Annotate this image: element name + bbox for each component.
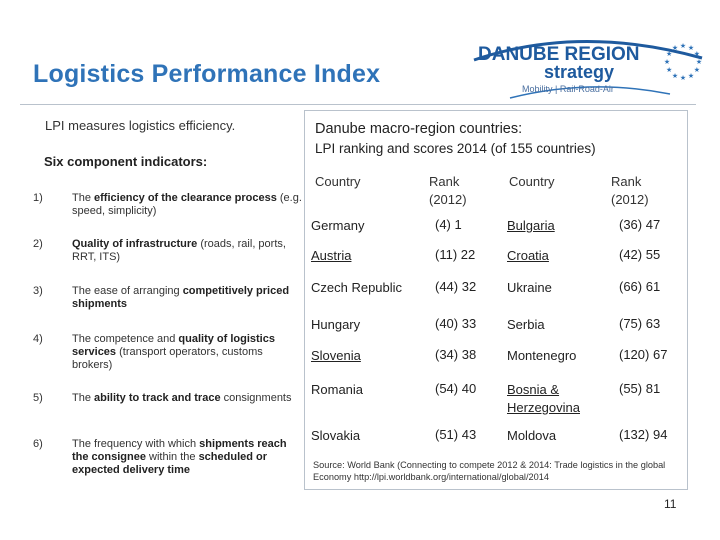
indicator-text: The frequency with which shipments reach… bbox=[72, 438, 287, 476]
eu-star-icon: ★ bbox=[666, 50, 672, 58]
country-cell-left: Czech Republic bbox=[311, 280, 403, 295]
eu-star-icon: ★ bbox=[694, 50, 700, 58]
header-country-right: Country bbox=[509, 174, 555, 189]
indicator-number: 6) bbox=[33, 438, 43, 450]
source-note: Source: World Bank (Connecting to compet… bbox=[313, 460, 666, 482]
eu-star-icon: ★ bbox=[672, 72, 678, 80]
indicator-text: Quality of infrastructure (roads, rail, … bbox=[72, 238, 286, 263]
country-cell-left: Germany bbox=[311, 218, 365, 233]
eu-star-icon: ★ bbox=[694, 66, 700, 74]
country-cell-right: Montenegro bbox=[507, 348, 577, 363]
country-cell-left: Slovakia bbox=[311, 428, 361, 443]
eu-star-icon: ★ bbox=[688, 44, 694, 52]
header-country-left: Country bbox=[315, 174, 361, 189]
indicator-number: 3) bbox=[33, 285, 43, 297]
indicator-text: The ability to track and trace consignme… bbox=[72, 392, 292, 404]
indicator-text: The ease of arranging competitively pric… bbox=[72, 285, 290, 310]
indicator-text: The competence and quality of logistics … bbox=[72, 333, 275, 371]
indicator-number: 4) bbox=[33, 333, 43, 345]
indicator-panel: LPI measures logistics efficiency. Six c… bbox=[30, 112, 302, 169]
logo-line-2: strategy bbox=[544, 62, 615, 82]
rank-cell-right: (42) 55 bbox=[619, 247, 661, 262]
indicator-number: 2) bbox=[33, 238, 43, 250]
rank-cell-right: (36) 47 bbox=[619, 217, 661, 232]
country-cell-left: Hungary bbox=[311, 317, 361, 332]
lpi-intro: LPI measures logistics efficiency. bbox=[45, 118, 236, 133]
country-cell-right: Serbia bbox=[507, 317, 545, 332]
rank-cell-right: (75) 63 bbox=[619, 316, 661, 331]
eu-stars-icon: ★★★★★★★★★ ★ ★★ bbox=[664, 42, 702, 82]
danube-region-logo: DANUBE REGION strategy Mobility | Rail-R… bbox=[470, 38, 710, 100]
country-cell-left: Romania bbox=[311, 382, 364, 397]
rank-cell-left: (34) 38 bbox=[435, 347, 477, 362]
country-cell-right: Moldova bbox=[507, 428, 557, 443]
country-cell-left[interactable]: Slovenia bbox=[311, 348, 361, 363]
rank-cell-left: (44) 32 bbox=[435, 279, 477, 294]
slide-title: Logistics Performance Index bbox=[33, 60, 381, 88]
table-title: Danube macro-region countries: bbox=[315, 121, 523, 137]
country-cell-right: Ukraine bbox=[507, 280, 552, 295]
page-number: 11 bbox=[664, 497, 677, 511]
table-subtitle: LPI ranking and scores 2014 (of 155 coun… bbox=[315, 141, 596, 156]
rank-cell-left: (51) 43 bbox=[435, 427, 477, 442]
eu-star-icon: ★ bbox=[664, 58, 670, 66]
ranking-table-box: Danube macro-region countries: LPI ranki… bbox=[304, 110, 688, 490]
rank-cell-right: (120) 67 bbox=[619, 347, 668, 362]
header-rank-left: Rank (2012) bbox=[429, 174, 467, 207]
indicator-number: 5) bbox=[33, 392, 43, 404]
eu-star-icon: ★ bbox=[680, 74, 686, 82]
rank-cell-right: (55) 81 bbox=[619, 381, 661, 396]
header-rank-right: Rank (2012) bbox=[611, 174, 649, 207]
eu-star-icon: ★ bbox=[696, 58, 702, 66]
rank-cell-left: (4) 1 bbox=[435, 217, 462, 232]
country-cell-left[interactable]: Austria bbox=[311, 248, 352, 263]
eu-star-icon: ★ bbox=[680, 42, 686, 50]
country-cell-right[interactable]: Bosnia & Herzegovina bbox=[507, 382, 580, 415]
logo-line-3: Mobility | Rail-Road-Air bbox=[522, 84, 614, 94]
rank-cell-right: (66) 61 bbox=[619, 279, 661, 294]
indicator-text: The efficiency of the clearance process … bbox=[72, 192, 302, 217]
title-divider bbox=[20, 104, 696, 105]
rank-cell-right: (132) 94 bbox=[619, 427, 668, 442]
rank-cell-left: (54) 40 bbox=[435, 381, 477, 396]
country-cell-right[interactable]: Croatia bbox=[507, 248, 549, 263]
rank-cell-left: (40) 33 bbox=[435, 316, 477, 331]
country-cell-right[interactable]: Bulgaria bbox=[507, 218, 555, 233]
eu-star-icon: ★ bbox=[688, 72, 694, 80]
indicator-number: 1) bbox=[33, 192, 43, 204]
logo-line-1: DANUBE REGION bbox=[478, 44, 640, 65]
logo-arc-graphic bbox=[473, 40, 703, 99]
eu-star-icon: ★ bbox=[672, 44, 678, 52]
six-indicators-label: Six component indicators: bbox=[44, 154, 208, 169]
rank-cell-left: (11) 22 bbox=[435, 247, 476, 262]
eu-star-icon: ★ bbox=[666, 66, 672, 74]
